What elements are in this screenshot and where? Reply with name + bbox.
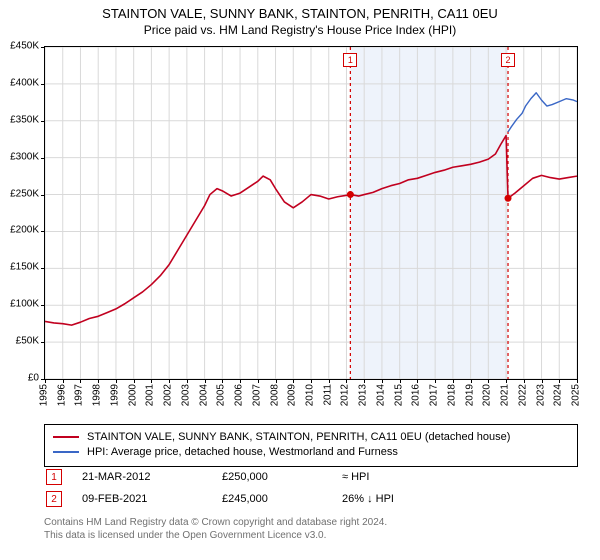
legend-row: STAINTON VALE, SUNNY BANK, STAINTON, PEN… bbox=[53, 430, 569, 445]
y-axis-labels: £0£50K£100K£150K£200K£250K£300K£350K£400… bbox=[0, 46, 42, 380]
x-tick-label: 2000 bbox=[127, 384, 138, 406]
x-tick-label: 2005 bbox=[216, 384, 227, 406]
y-tick-label: £0 bbox=[28, 373, 39, 384]
y-tick-label: £200K bbox=[10, 225, 39, 236]
sale-index-box: 2 bbox=[46, 491, 62, 507]
x-tick-label: 2011 bbox=[322, 384, 333, 406]
footer-line: Contains HM Land Registry data © Crown c… bbox=[44, 516, 578, 529]
sale-row: 2 09-FEB-2021 £245,000 26% ↓ HPI bbox=[44, 488, 578, 510]
x-tick-label: 2022 bbox=[517, 384, 528, 406]
sale-date: 09-FEB-2021 bbox=[82, 493, 222, 505]
x-tick-label: 2015 bbox=[393, 384, 404, 406]
x-tick-label: 1995 bbox=[39, 384, 50, 406]
sale-price: £245,000 bbox=[222, 493, 342, 505]
y-tick-label: £350K bbox=[10, 114, 39, 125]
x-tick-label: 1997 bbox=[74, 384, 85, 406]
y-tick-label: £400K bbox=[10, 77, 39, 88]
x-tick-label: 2003 bbox=[180, 384, 191, 406]
x-tick-label: 2009 bbox=[287, 384, 298, 406]
x-tick-label: 1999 bbox=[109, 384, 120, 406]
x-tick-label: 2020 bbox=[482, 384, 493, 406]
legend-label-hpi: HPI: Average price, detached house, West… bbox=[87, 445, 398, 460]
sale-row: 1 21-MAR-2012 £250,000 ≈ HPI bbox=[44, 466, 578, 488]
x-tick-label: 2013 bbox=[358, 384, 369, 406]
x-tick-label: 2012 bbox=[340, 384, 351, 406]
sale-price: £250,000 bbox=[222, 471, 342, 483]
sale-marker-flag: 2 bbox=[501, 53, 515, 67]
x-tick-label: 2016 bbox=[411, 384, 422, 406]
x-tick-label: 2021 bbox=[500, 384, 511, 406]
y-tick-label: £300K bbox=[10, 151, 39, 162]
x-tick-label: 2008 bbox=[269, 384, 280, 406]
sale-date: 21-MAR-2012 bbox=[82, 471, 222, 483]
x-tick-label: 2023 bbox=[535, 384, 546, 406]
y-tick-label: £100K bbox=[10, 299, 39, 310]
y-tick-label: £50K bbox=[16, 336, 39, 347]
x-tick-label: 2004 bbox=[198, 384, 209, 406]
x-tick-label: 2017 bbox=[429, 384, 440, 406]
chart-plot-area: 12 bbox=[44, 46, 578, 380]
x-tick-label: 2010 bbox=[305, 384, 316, 406]
x-tick-label: 2007 bbox=[251, 384, 262, 406]
legend-box: STAINTON VALE, SUNNY BANK, STAINTON, PEN… bbox=[44, 424, 578, 467]
y-tick-label: £450K bbox=[10, 41, 39, 52]
x-tick-label: 2002 bbox=[163, 384, 174, 406]
sale-marker-flag: 1 bbox=[343, 53, 357, 67]
x-tick-label: 2019 bbox=[464, 384, 475, 406]
footer-attribution: Contains HM Land Registry data © Crown c… bbox=[44, 516, 578, 542]
chart-subtitle: Price paid vs. HM Land Registry's House … bbox=[0, 23, 600, 37]
chart-title: STAINTON VALE, SUNNY BANK, STAINTON, PEN… bbox=[0, 6, 600, 21]
x-tick-label: 1998 bbox=[92, 384, 103, 406]
y-tick-label: £150K bbox=[10, 262, 39, 273]
legend-swatch-address bbox=[53, 436, 79, 438]
sale-rows: 1 21-MAR-2012 £250,000 ≈ HPI 2 09-FEB-20… bbox=[44, 466, 578, 510]
legend-swatch-hpi bbox=[53, 451, 79, 453]
legend-row: HPI: Average price, detached house, West… bbox=[53, 445, 569, 460]
legend-label-address: STAINTON VALE, SUNNY BANK, STAINTON, PEN… bbox=[87, 430, 510, 445]
x-tick-label: 2014 bbox=[375, 384, 386, 406]
x-tick-label: 2024 bbox=[553, 384, 564, 406]
chart-svg bbox=[45, 47, 577, 379]
footer-line: This data is licensed under the Open Gov… bbox=[44, 529, 578, 542]
y-tick-label: £250K bbox=[10, 188, 39, 199]
sale-hpi-delta: 26% ↓ HPI bbox=[342, 493, 578, 505]
x-axis-labels: 1995199619971998199920002001200220032004… bbox=[44, 382, 578, 426]
x-tick-label: 2018 bbox=[446, 384, 457, 406]
x-tick-label: 2025 bbox=[571, 384, 582, 406]
x-tick-label: 2006 bbox=[234, 384, 245, 406]
sale-hpi-delta: ≈ HPI bbox=[342, 471, 578, 483]
x-tick-label: 2001 bbox=[145, 384, 156, 406]
sale-index-box: 1 bbox=[46, 469, 62, 485]
x-tick-label: 1996 bbox=[56, 384, 67, 406]
